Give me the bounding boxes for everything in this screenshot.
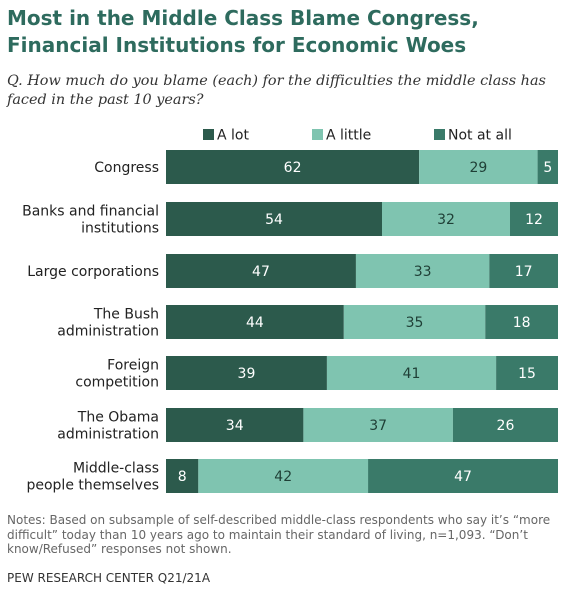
bar-segment-2-2 xyxy=(382,202,510,236)
bar-segment-2-1 xyxy=(166,202,382,236)
bar-segment-5-1 xyxy=(166,356,327,390)
value-label-6-2: 37 xyxy=(369,418,387,434)
category-label-7: Middle-class people themselves xyxy=(26,461,159,494)
category-label-line: Foreign xyxy=(107,358,159,374)
stacked-bar-chart: A lot A little Not at all Congress 62 29 5 Bank… xyxy=(22,128,558,494)
category-label-1: Congress xyxy=(94,160,159,176)
value-label-2-2: 32 xyxy=(437,212,455,228)
value-label-1-3: 5 xyxy=(543,160,552,176)
category-label-line: competition xyxy=(75,375,159,391)
category-label-line: administration xyxy=(57,324,159,340)
value-label-5-2: 41 xyxy=(403,366,421,382)
value-label-6-3: 26 xyxy=(497,418,515,434)
category-label-line: administration xyxy=(57,427,159,443)
legend-label-1: A lot xyxy=(217,128,249,144)
value-label-7-1: 8 xyxy=(178,469,187,485)
value-label-4-2: 35 xyxy=(406,315,424,331)
bar-segment-1-1 xyxy=(166,150,420,184)
value-label-7-3: 47 xyxy=(454,469,472,485)
bar-segment-5-3 xyxy=(496,356,558,390)
category-label-line: institutions xyxy=(81,221,159,237)
legend-swatch-3 xyxy=(434,129,445,140)
bar-segment-5-2 xyxy=(326,356,497,390)
legend-label-2: A little xyxy=(326,128,371,144)
value-label-4-1: 44 xyxy=(246,315,264,331)
category-label-5: Foreign competition xyxy=(75,358,159,391)
legend-swatch-2 xyxy=(312,129,323,140)
legend-swatch-1 xyxy=(203,129,214,140)
bar-segment-6-3 xyxy=(452,408,558,442)
value-label-3-2: 33 xyxy=(414,264,432,280)
category-label-line: people themselves xyxy=(26,478,159,494)
legend-label-3: Not at all xyxy=(448,128,512,144)
bar-segment-6-1 xyxy=(166,408,304,442)
value-label-3-1: 47 xyxy=(252,264,270,280)
category-label-3: Large corporations xyxy=(27,264,159,280)
chart-notes: Notes: Based on subsample of self-descri… xyxy=(7,513,551,556)
value-label-3-3: 17 xyxy=(515,264,533,280)
value-label-2-3: 12 xyxy=(525,212,543,228)
value-label-4-3: 18 xyxy=(513,315,531,331)
bar-segment-2-3 xyxy=(510,202,558,236)
value-label-7-2: 42 xyxy=(274,469,292,485)
bar-segment-3-3 xyxy=(489,254,558,288)
chart-source: PEW RESEARCH CENTER Q21/21A xyxy=(7,571,211,585)
category-label-line: Banks and financial xyxy=(22,204,159,220)
survey-question: Q. How much do you blame (each) for the … xyxy=(7,73,546,108)
value-label-2-1: 54 xyxy=(265,212,283,228)
bar-segment-7-2 xyxy=(198,459,369,493)
bar-segment-3-1 xyxy=(166,254,356,288)
bar-segment-1-3 xyxy=(537,150,558,184)
bar-segment-1-2 xyxy=(419,150,538,184)
bar-segment-4-3 xyxy=(485,305,558,339)
category-label-6: The Obama administration xyxy=(57,410,159,443)
bar-segment-4-2 xyxy=(343,305,486,339)
value-label-5-3: 15 xyxy=(518,366,536,382)
value-label-6-1: 34 xyxy=(226,418,244,434)
category-label-line: The Obama xyxy=(77,410,159,426)
bar-segment-3-2 xyxy=(355,254,490,288)
category-label-line: The Bush xyxy=(93,307,159,323)
chart-title: Most in the Middle Class Blame Congress,… xyxy=(7,6,479,57)
category-label-2: Banks and financial institutions xyxy=(22,204,159,237)
category-label-line: Middle-class xyxy=(73,461,159,477)
bar-segment-4-1 xyxy=(166,305,344,339)
category-label-4: The Bush administration xyxy=(57,307,159,340)
category-label-line: Large corporations xyxy=(27,264,159,280)
value-label-5-1: 39 xyxy=(238,366,256,382)
value-label-1-1: 62 xyxy=(284,160,302,176)
bar-segment-7-1 xyxy=(166,459,199,493)
bar-segment-7-3 xyxy=(368,459,558,493)
value-label-1-2: 29 xyxy=(469,160,487,176)
category-label-line: Congress xyxy=(94,160,159,176)
bar-segment-6-2 xyxy=(303,408,453,442)
